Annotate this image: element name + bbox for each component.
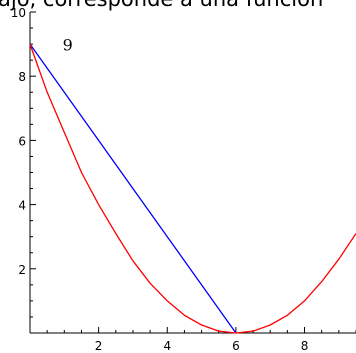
y-tick-label: 8 (18, 70, 26, 84)
annotation-label: 9 (63, 36, 73, 55)
cropped-caption-text: ajo, corresponde a una función (0, 0, 356, 10)
x-tick-label: 4 (163, 339, 171, 353)
x-tick-label: 6 (232, 339, 240, 353)
y-tick-label: 6 (18, 134, 26, 148)
series-layer (29, 43, 356, 334)
x-tick-label: 8 (301, 339, 309, 353)
y-tick-label: 10 (11, 6, 26, 20)
series-1 (29, 43, 356, 334)
axes (29, 11, 356, 334)
y-tick-label: 4 (18, 199, 26, 213)
labels: 2 4 6 8 2 4 6 8 10 9 (11, 6, 309, 353)
y-tick-label: 2 (18, 263, 26, 277)
series-line (29, 43, 237, 334)
series-line (29, 43, 356, 334)
series-0 (29, 43, 237, 334)
x-tick-label: 2 (95, 339, 103, 353)
